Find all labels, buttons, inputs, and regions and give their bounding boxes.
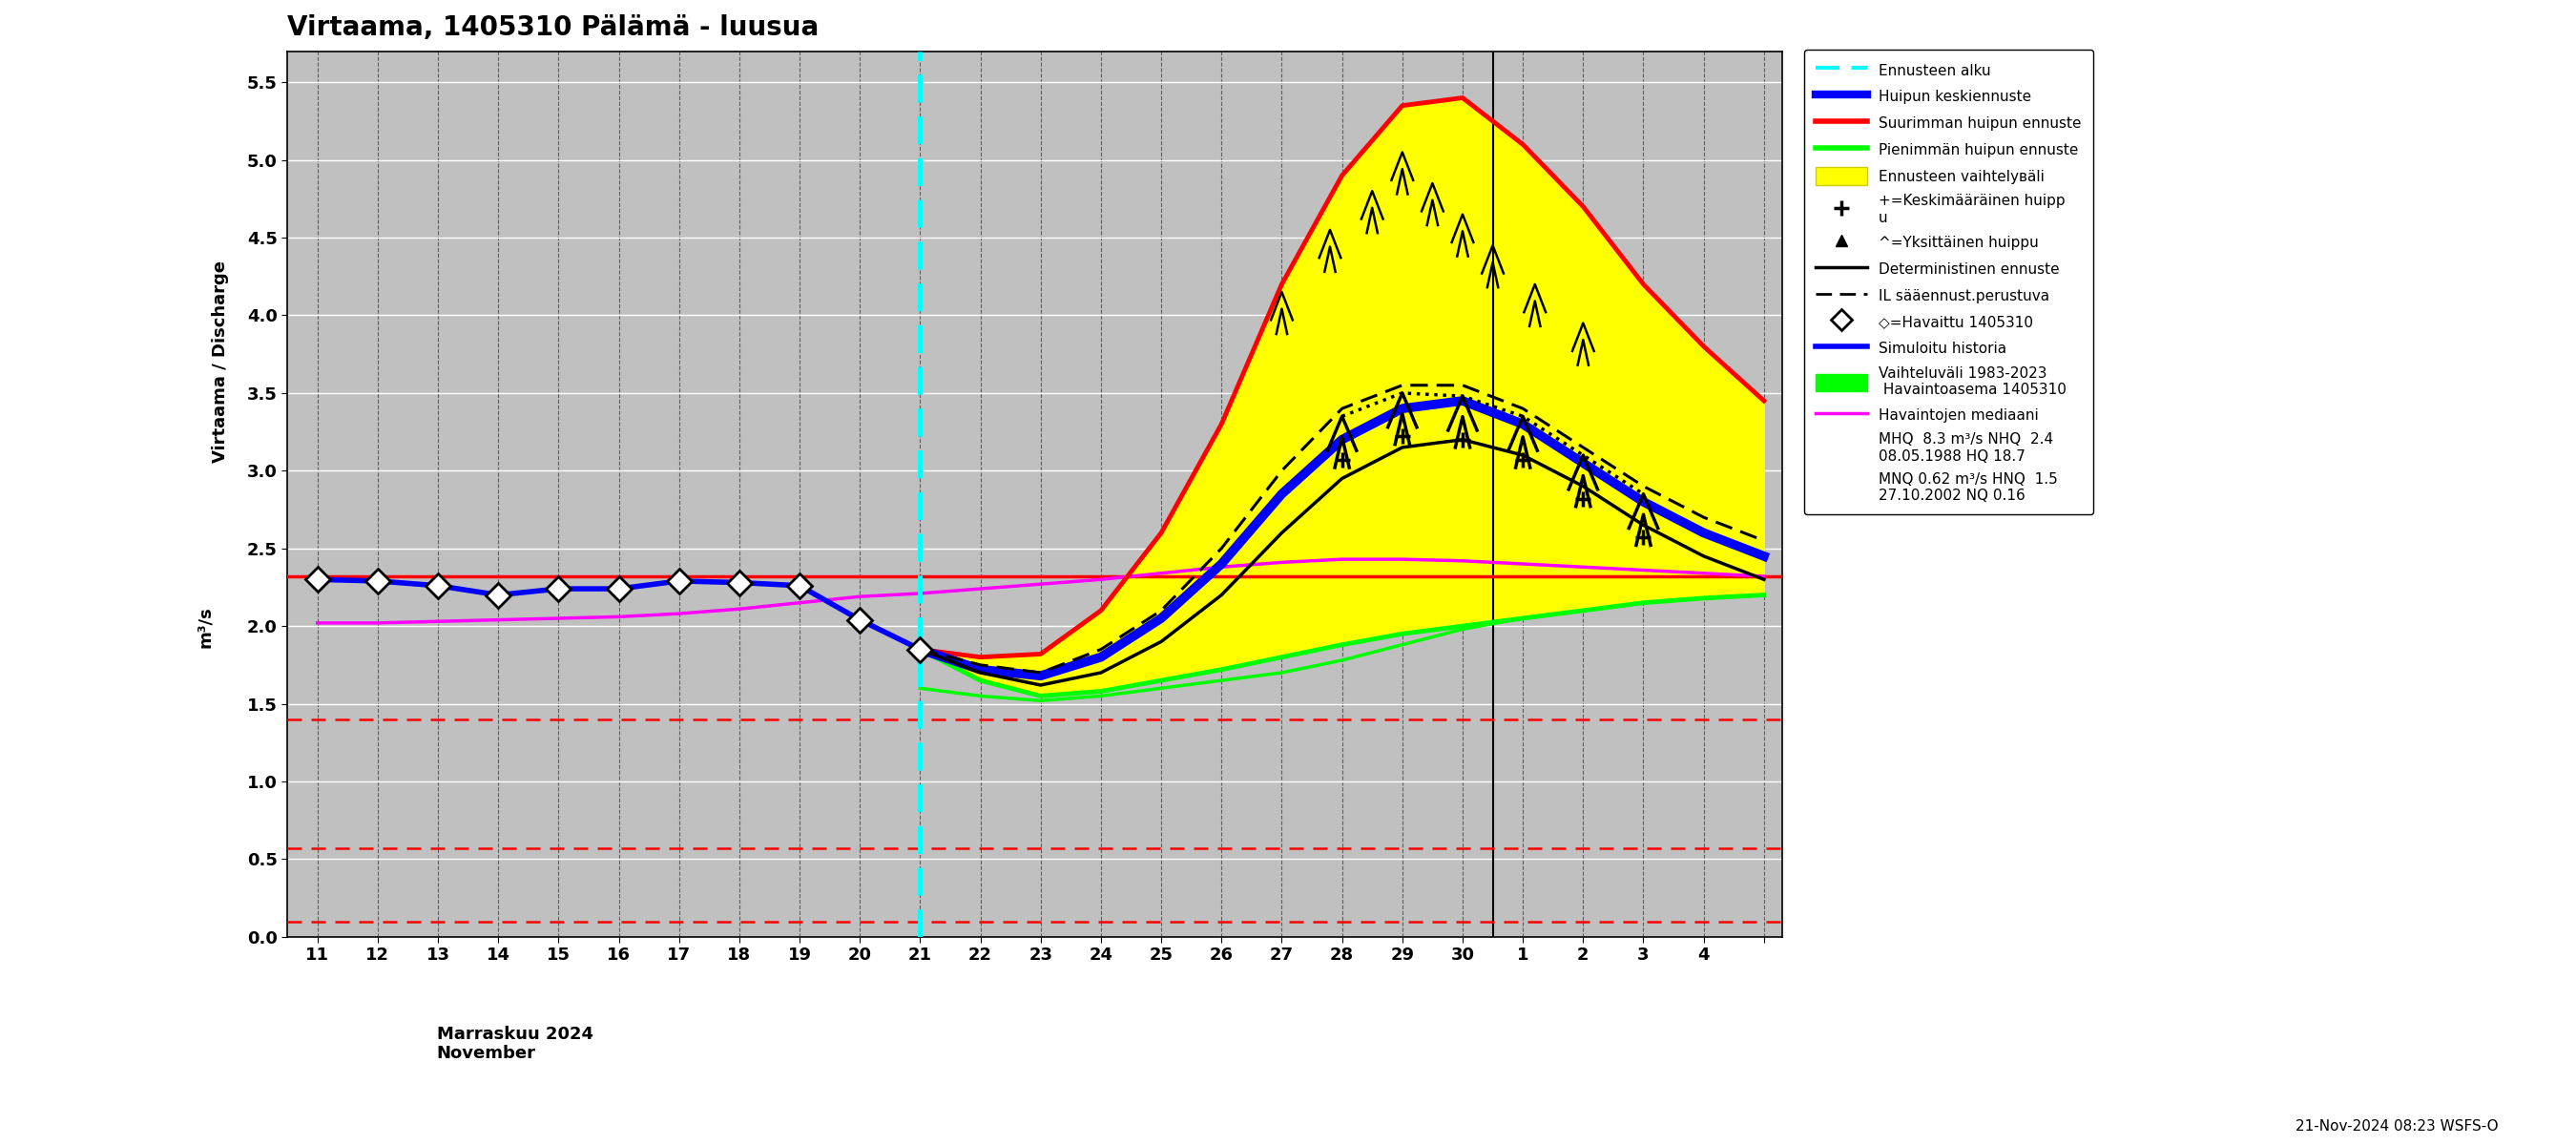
- Text: Virtaama, 1405310 Pälämä - luusua: Virtaama, 1405310 Pälämä - luusua: [289, 14, 819, 41]
- Text: 21-Nov-2024 08:23 WSFS-O: 21-Nov-2024 08:23 WSFS-O: [2295, 1120, 2499, 1134]
- Text: m³/s: m³/s: [196, 606, 214, 648]
- Legend: Ennusteen alku, Huipun keskiennuste, Suurimman huipun ennuste, Pienimmän huipun : Ennusteen alku, Huipun keskiennuste, Suu…: [1803, 49, 2092, 515]
- Text: Marraskuu 2024
November: Marraskuu 2024 November: [438, 1026, 592, 1063]
- Text: Virtaama / Discharge: Virtaama / Discharge: [211, 260, 229, 463]
